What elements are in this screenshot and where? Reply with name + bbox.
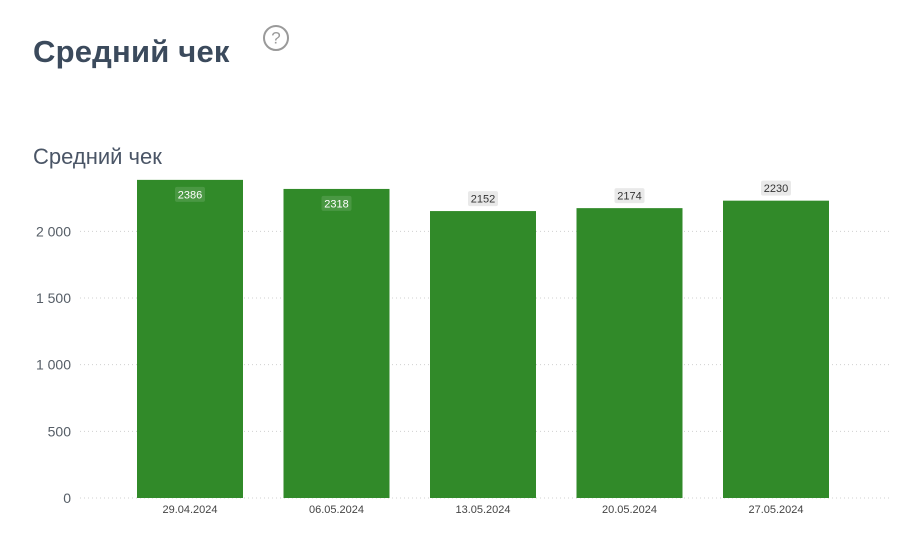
data-label-bg bbox=[614, 188, 645, 204]
bar[interactable] bbox=[430, 211, 536, 499]
data-label: 2386 bbox=[178, 189, 202, 201]
x-axis-ticks: 29.04.2024 06.05.2024 13.05.2024 20.05.2024… bbox=[162, 504, 803, 516]
y-tick-label: 500 bbox=[48, 423, 72, 439]
data-label: 2230 bbox=[764, 183, 788, 195]
x-tick-label: 06.05.2024 bbox=[309, 504, 364, 516]
data-label: 2318 bbox=[324, 198, 348, 210]
x-tick-label: 20.05.2024 bbox=[602, 504, 657, 516]
y-tick-label: 2 000 bbox=[36, 223, 71, 239]
bar[interactable] bbox=[723, 200, 829, 498]
data-label: 2174 bbox=[617, 191, 641, 203]
bar[interactable] bbox=[137, 179, 243, 498]
question-circle-icon[interactable]: ? bbox=[262, 24, 290, 52]
bar[interactable] bbox=[576, 208, 683, 498]
y-axis-ticks: 0 500 1 000 1 500 2 000 bbox=[36, 223, 71, 506]
bar[interactable] bbox=[283, 188, 390, 498]
y-tick-label: 1 500 bbox=[36, 290, 71, 306]
page-title: Средний чек bbox=[33, 34, 230, 69]
chart-title: Средний чек bbox=[33, 144, 162, 169]
svg-text:?: ? bbox=[271, 29, 280, 48]
data-label-bg bbox=[175, 186, 205, 202]
y-tick-label: 1 000 bbox=[36, 357, 71, 373]
data-label-bg bbox=[761, 180, 791, 196]
data-label: 2152 bbox=[471, 194, 495, 206]
data-labels: 2386 2318 2152 2174 2230 bbox=[175, 180, 791, 211]
x-tick-label: 29.04.2024 bbox=[162, 504, 217, 516]
data-label-bg bbox=[468, 191, 498, 207]
x-tick-label: 13.05.2024 bbox=[455, 504, 510, 516]
data-label-bg bbox=[321, 195, 352, 211]
y-tick-label: 0 bbox=[63, 490, 71, 506]
x-tick-label: 27.05.2024 bbox=[748, 504, 803, 516]
bars bbox=[137, 179, 829, 499]
